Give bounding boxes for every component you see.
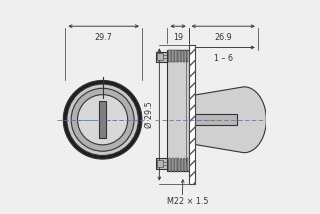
Bar: [186, 50, 187, 62]
Bar: [183, 159, 184, 172]
Bar: [181, 158, 182, 171]
Bar: [172, 50, 173, 62]
Bar: [189, 45, 195, 184]
Text: Ø 29.5: Ø 29.5: [145, 101, 154, 128]
Bar: [100, 101, 106, 138]
Text: 1 – 6: 1 – 6: [214, 54, 233, 63]
Text: 29.7: 29.7: [95, 33, 113, 42]
Bar: [186, 159, 187, 172]
Bar: [175, 158, 177, 171]
Bar: [184, 158, 185, 171]
Text: 26.9: 26.9: [214, 33, 232, 42]
Bar: [175, 50, 177, 62]
Bar: [156, 158, 167, 169]
Bar: [187, 50, 188, 62]
Bar: [177, 50, 178, 62]
Bar: [167, 50, 189, 171]
Circle shape: [71, 88, 134, 151]
Bar: [178, 50, 180, 62]
Bar: [177, 159, 178, 172]
Bar: [169, 158, 171, 171]
Bar: [180, 159, 181, 172]
Circle shape: [67, 84, 138, 156]
Bar: [156, 52, 167, 62]
Bar: [171, 159, 172, 172]
Bar: [172, 158, 173, 171]
Circle shape: [63, 80, 142, 159]
Bar: [183, 50, 184, 62]
Bar: [189, 45, 195, 184]
Bar: [187, 158, 188, 171]
Polygon shape: [195, 87, 266, 153]
Bar: [184, 50, 185, 62]
Bar: [157, 53, 163, 60]
Circle shape: [77, 95, 128, 145]
Bar: [168, 159, 169, 172]
Bar: [169, 50, 171, 62]
Text: 19: 19: [173, 33, 183, 42]
Bar: [174, 50, 175, 62]
Text: M22 × 1.5: M22 × 1.5: [167, 197, 209, 206]
Bar: [171, 50, 172, 62]
Bar: [157, 160, 163, 167]
Bar: [178, 158, 180, 171]
Bar: [195, 114, 237, 125]
Bar: [174, 159, 175, 172]
Bar: [168, 50, 169, 62]
Bar: [181, 50, 182, 62]
Bar: [180, 50, 181, 62]
